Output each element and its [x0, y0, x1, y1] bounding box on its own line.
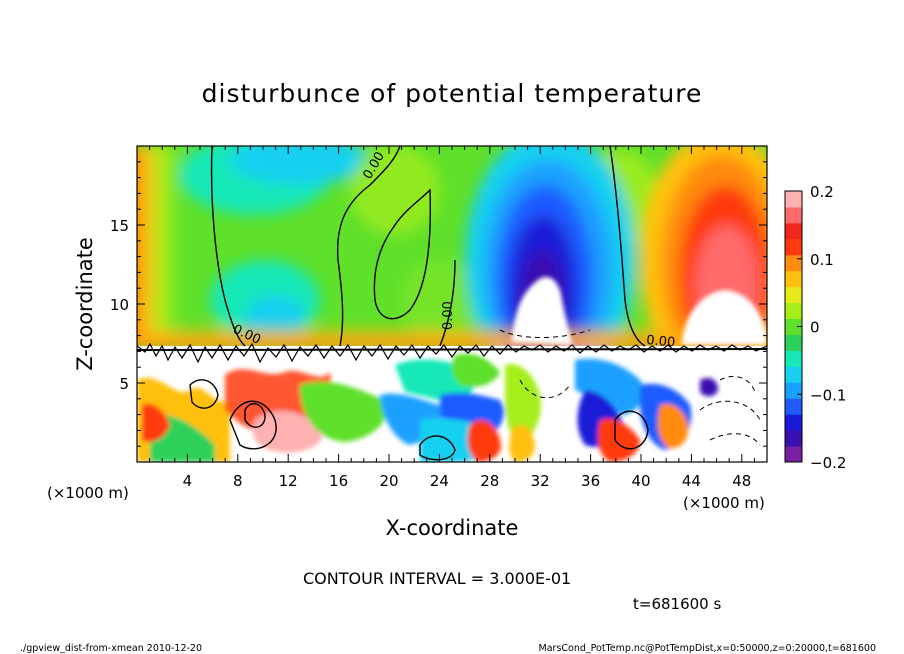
x-axis-label: X-coordinate [386, 516, 519, 540]
x-tick-label: 4 [183, 472, 193, 490]
colorbar-ticks: −0.2 −0.1 0 0.1 0.2 [797, 183, 846, 472]
heatmap-field [137, 146, 767, 462]
y-axis-label: Z-coordinate [73, 237, 97, 371]
contour-lines [189, 146, 649, 461]
colorbar-segment [785, 318, 802, 335]
colorbar-segment [785, 286, 802, 304]
colorbar-segment [785, 446, 802, 463]
colorbar-segment [785, 382, 802, 399]
colorbar-tick-label: −0.1 [810, 386, 846, 404]
colorbar-segment [785, 398, 802, 415]
colorbar-segment [785, 366, 802, 383]
colorbar-tick-label: −0.2 [810, 454, 846, 472]
x-tick-label: 16 [329, 472, 348, 490]
x-tick-label: 40 [631, 472, 650, 490]
x-tick-label: 24 [430, 472, 449, 490]
x-axis: 4 8 12 16 20 24 28 32 36 40 44 48 [149, 146, 755, 490]
y-tick-label: 10 [110, 296, 129, 314]
x-tick-label: 12 [279, 472, 298, 490]
y-tick-label: 15 [110, 217, 129, 235]
x-unit-left: (×1000 m) [47, 484, 129, 502]
colorbar-segment [785, 191, 802, 208]
footer-right: MarsCond_PotTemp.nc@PotTempDist,x=0:5000… [539, 643, 876, 654]
colorbar-segment [785, 430, 802, 447]
x-unit-right: (×1000 m) [683, 494, 765, 512]
y-axis: 5 10 15 [110, 161, 767, 447]
colorbar-segment [785, 414, 802, 431]
x-tick-label: 8 [233, 472, 243, 490]
time-text: t=681600 s [633, 595, 721, 613]
x-tick-label: 36 [581, 472, 600, 490]
x-tick-label: 32 [531, 472, 550, 490]
colorbar-segment [785, 270, 802, 288]
colorbar-tick-label: 0 [810, 319, 820, 337]
colorbar-segment [785, 350, 802, 367]
colorbar-tick-label: 0.1 [810, 251, 834, 269]
colorbar-segment [785, 206, 802, 224]
colorbar-segment [785, 222, 802, 240]
contour-interval-text: CONTOUR INTERVAL = 3.000E-01 [303, 569, 571, 588]
colorbar-segment [785, 238, 802, 256]
colorbar-segment [785, 254, 802, 272]
x-tick-label: 44 [682, 472, 701, 490]
contour-label: 0.00 [441, 301, 456, 330]
chart-title: disturbunce of potential temperature [202, 79, 703, 108]
y-tick-label: 5 [119, 375, 129, 393]
colorbar-tick-label: 0.2 [810, 183, 834, 201]
colorbar-segment [785, 302, 802, 320]
colorbar-segment [785, 334, 802, 351]
colorbar [785, 191, 802, 463]
dashed-contours [499, 329, 761, 446]
x-tick-label: 28 [480, 472, 499, 490]
footer-left: ./gpview_dist-from-xmean 2010-12-20 [20, 643, 202, 654]
x-tick-label: 48 [732, 472, 751, 490]
contour-label: 0.00 [646, 333, 676, 350]
x-tick-label: 20 [379, 472, 398, 490]
